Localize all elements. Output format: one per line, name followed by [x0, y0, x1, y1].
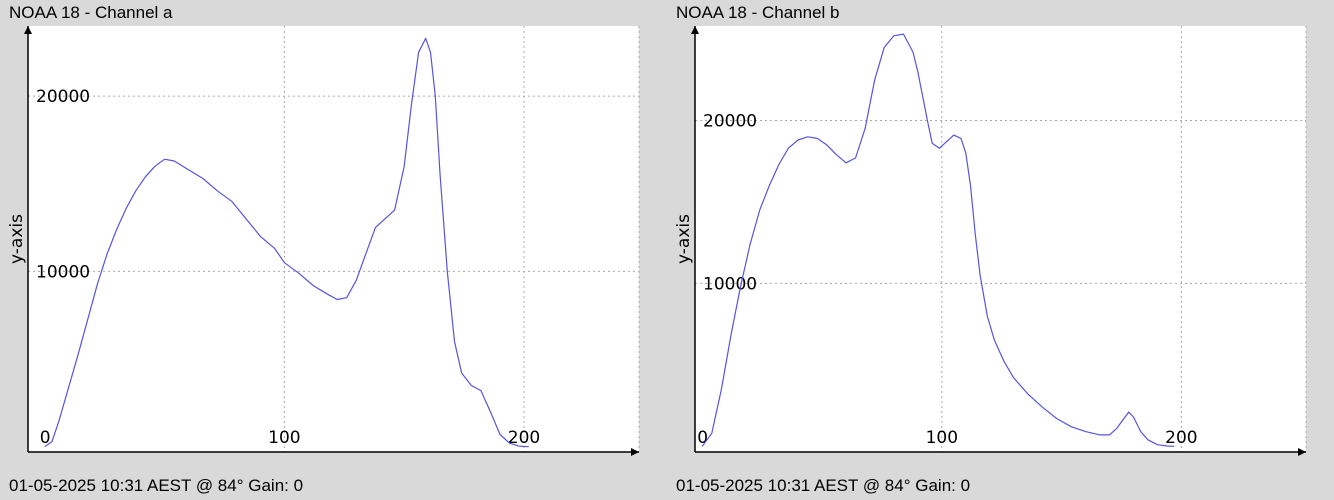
y-tick-label: 10000: [703, 274, 757, 294]
x-axis-arrow: [631, 448, 639, 456]
plot-background: [695, 26, 1306, 452]
plot-background: [28, 26, 639, 452]
y-axis-label: y-axis: [7, 214, 27, 264]
plot-area-a: 0 100 200 10000 20000 y-axis: [7, 26, 640, 456]
series-line: [701, 33, 1175, 447]
x-axis-arrow: [1298, 448, 1306, 456]
y-tick-label: 10000: [36, 262, 90, 282]
y-axis-arrow: [24, 26, 32, 34]
chart-panel-a: NOAA 18 - Channel a 0 100 200 10000 20000 y-a…: [7, 3, 640, 495]
x-tick-label: 0: [697, 428, 708, 448]
y-tick-label: 20000: [36, 87, 90, 107]
x-tick-label: 200: [508, 428, 540, 448]
y-axis-arrow: [691, 26, 699, 34]
chart-panel-b: NOAA 18 - Channel b 0 100 200 10000 20000 y-a…: [667, 0, 1334, 500]
status-footer: 01-05-2025 10:31 AEST @ 84° Gain: 0: [9, 476, 304, 495]
y-axis-label: y-axis: [674, 214, 694, 264]
series-line: [44, 37, 529, 448]
x-tick-label: 200: [1165, 428, 1197, 448]
chart-title: NOAA 18 - Channel b: [676, 3, 840, 22]
x-tick-label: 0: [40, 428, 51, 448]
plot-area-b: 0 100 200 10000 20000 y-axis: [674, 26, 1307, 456]
y-tick-label: 20000: [703, 111, 757, 131]
status-footer: 01-05-2025 10:31 AEST @ 84° Gain: 0: [676, 476, 971, 495]
x-tick-label: 100: [268, 428, 300, 448]
chart-title: NOAA 18 - Channel a: [9, 3, 173, 22]
x-tick-label: 100: [926, 428, 958, 448]
